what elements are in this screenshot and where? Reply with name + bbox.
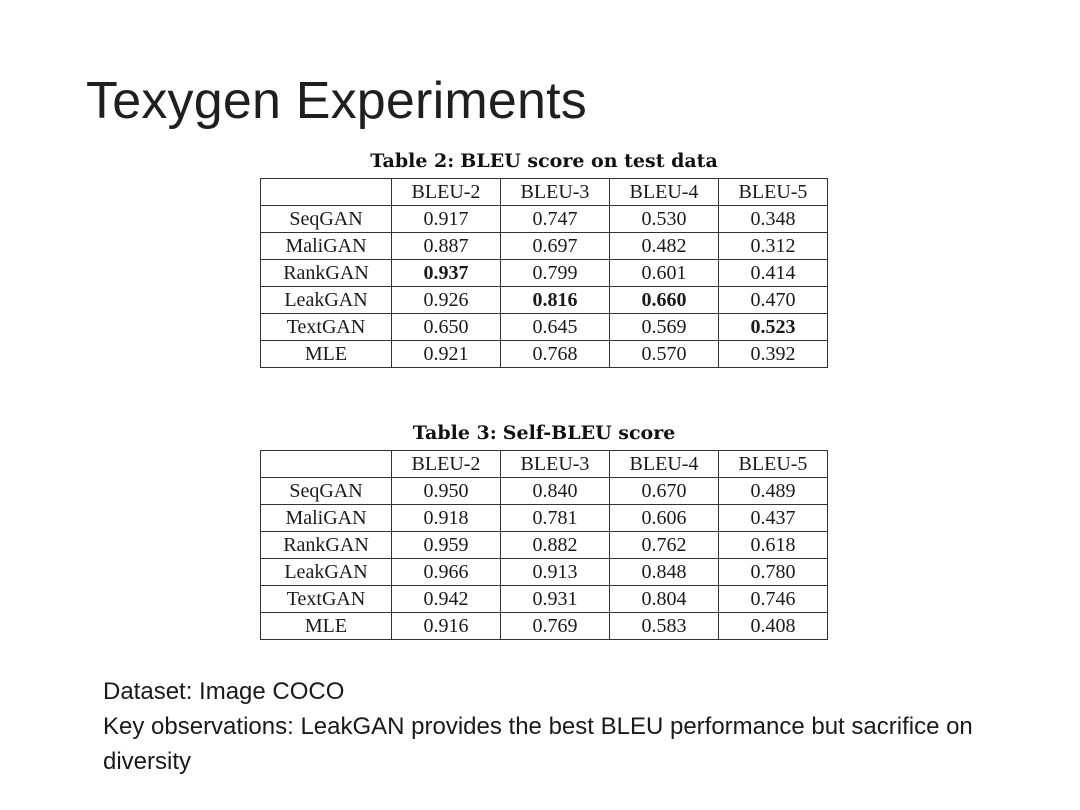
model-name-cell: MLE bbox=[260, 340, 392, 368]
score-cell: 0.747 bbox=[500, 205, 610, 233]
score-cell: 0.840 bbox=[500, 477, 610, 505]
score-cell: 0.312 bbox=[718, 232, 828, 260]
score-cell: 0.348 bbox=[718, 205, 828, 233]
table-caption-text: Self-BLEU score bbox=[502, 422, 676, 444]
column-header bbox=[260, 178, 392, 206]
score-cell: 0.781 bbox=[500, 504, 610, 532]
table-row: TextGAN 0.942 0.931 0.804 0.746 bbox=[260, 585, 828, 613]
score-cell: 0.918 bbox=[391, 504, 501, 532]
score-cell: 0.570 bbox=[609, 340, 719, 368]
column-header: BLEU-4 bbox=[609, 450, 719, 478]
column-header: BLEU-3 bbox=[500, 178, 610, 206]
score-cell: 0.942 bbox=[391, 585, 501, 613]
score-cell: 0.966 bbox=[391, 558, 501, 586]
column-header: BLEU-2 bbox=[391, 178, 501, 206]
score-cell: 0.816 bbox=[500, 286, 610, 314]
table-row: SeqGAN 0.950 0.840 0.670 0.489 bbox=[260, 477, 828, 505]
model-name-cell: LeakGAN bbox=[260, 286, 392, 314]
score-cell: 0.916 bbox=[391, 612, 501, 640]
slide-title: Texygen Experiments bbox=[86, 72, 587, 130]
column-header: BLEU-4 bbox=[609, 178, 719, 206]
bleu-score-table: BLEU-2 BLEU-3 BLEU-4 BLEU-5 SeqGAN 0.917 0… bbox=[260, 178, 828, 368]
score-cell: 0.921 bbox=[391, 340, 501, 368]
score-cell: 0.645 bbox=[500, 313, 610, 341]
column-header bbox=[260, 450, 392, 478]
score-cell: 0.408 bbox=[718, 612, 828, 640]
table-row: LeakGAN 0.926 0.816 0.660 0.470 bbox=[260, 286, 828, 314]
score-cell: 0.482 bbox=[609, 232, 719, 260]
model-name-cell: RankGAN bbox=[260, 259, 392, 287]
score-cell: 0.746 bbox=[718, 585, 828, 613]
bleu-table-block: Table 2: BLEU score on test data BLEU-2 B… bbox=[260, 148, 828, 368]
score-cell: 0.470 bbox=[718, 286, 828, 314]
model-name-cell: MLE bbox=[260, 612, 392, 640]
score-cell: 0.913 bbox=[500, 558, 610, 586]
score-cell: 0.489 bbox=[718, 477, 828, 505]
table-row: RankGAN 0.959 0.882 0.762 0.618 bbox=[260, 531, 828, 559]
table-row: SeqGAN 0.917 0.747 0.530 0.348 bbox=[260, 205, 828, 233]
score-cell: 0.601 bbox=[609, 259, 719, 287]
column-header: BLEU-3 bbox=[500, 450, 610, 478]
score-cell: 0.804 bbox=[609, 585, 719, 613]
score-cell: 0.606 bbox=[609, 504, 719, 532]
score-cell: 0.660 bbox=[609, 286, 719, 314]
score-cell: 0.569 bbox=[609, 313, 719, 341]
model-name-cell: SeqGAN bbox=[260, 477, 392, 505]
score-cell: 0.848 bbox=[609, 558, 719, 586]
score-cell: 0.583 bbox=[609, 612, 719, 640]
table-row: TextGAN 0.650 0.645 0.569 0.523 bbox=[260, 313, 828, 341]
score-cell: 0.670 bbox=[609, 477, 719, 505]
model-name-cell: TextGAN bbox=[260, 585, 392, 613]
score-cell: 0.768 bbox=[500, 340, 610, 368]
score-cell: 0.959 bbox=[391, 531, 501, 559]
table-row: MLE 0.916 0.769 0.583 0.408 bbox=[260, 612, 828, 640]
score-cell: 0.926 bbox=[391, 286, 501, 314]
score-cell: 0.437 bbox=[718, 504, 828, 532]
score-cell: 0.769 bbox=[500, 612, 610, 640]
model-name-cell: LeakGAN bbox=[260, 558, 392, 586]
model-name-cell: MaliGAN bbox=[260, 232, 392, 260]
table-caption-label: Table 3: bbox=[412, 422, 497, 444]
score-cell: 0.882 bbox=[500, 531, 610, 559]
model-name-cell: TextGAN bbox=[260, 313, 392, 341]
model-name-cell: MaliGAN bbox=[260, 504, 392, 532]
table-row: MaliGAN 0.918 0.781 0.606 0.437 bbox=[260, 504, 828, 532]
score-cell: 0.937 bbox=[391, 259, 501, 287]
notes: Dataset: Image COCO Key observations: Le… bbox=[103, 674, 983, 779]
table-caption-label: Table 2: bbox=[370, 150, 455, 172]
model-name-cell: SeqGAN bbox=[260, 205, 392, 233]
table-caption-text: BLEU score on test data bbox=[460, 150, 718, 172]
table-row: MaliGAN 0.887 0.697 0.482 0.312 bbox=[260, 232, 828, 260]
score-cell: 0.650 bbox=[391, 313, 501, 341]
dataset-note: Dataset: Image COCO bbox=[103, 678, 345, 705]
score-cell: 0.931 bbox=[500, 585, 610, 613]
table-header-row: BLEU-2 BLEU-3 BLEU-4 BLEU-5 bbox=[260, 450, 828, 478]
column-header: BLEU-5 bbox=[718, 178, 828, 206]
score-cell: 0.697 bbox=[500, 232, 610, 260]
table-header-row: BLEU-2 BLEU-3 BLEU-4 BLEU-5 bbox=[260, 178, 828, 206]
observations-note: Key observations: LeakGAN provides the b… bbox=[103, 713, 973, 775]
score-cell: 0.414 bbox=[718, 259, 828, 287]
table-row: LeakGAN 0.966 0.913 0.848 0.780 bbox=[260, 558, 828, 586]
score-cell: 0.530 bbox=[609, 205, 719, 233]
self-bleu-score-table: BLEU-2 BLEU-3 BLEU-4 BLEU-5 SeqGAN 0.950 0… bbox=[260, 450, 828, 640]
score-cell: 0.917 bbox=[391, 205, 501, 233]
column-header: BLEU-5 bbox=[718, 450, 828, 478]
table-caption: Table 3: Self-BLEU score bbox=[260, 420, 828, 450]
model-name-cell: RankGAN bbox=[260, 531, 392, 559]
score-cell: 0.780 bbox=[718, 558, 828, 586]
column-header: BLEU-2 bbox=[391, 450, 501, 478]
score-cell: 0.762 bbox=[609, 531, 719, 559]
score-cell: 0.887 bbox=[391, 232, 501, 260]
score-cell: 0.523 bbox=[718, 313, 828, 341]
table-row: RankGAN 0.937 0.799 0.601 0.414 bbox=[260, 259, 828, 287]
score-cell: 0.950 bbox=[391, 477, 501, 505]
self-bleu-table-block: Table 3: Self-BLEU score BLEU-2 BLEU-3 BL… bbox=[260, 420, 828, 640]
score-cell: 0.618 bbox=[718, 531, 828, 559]
score-cell: 0.392 bbox=[718, 340, 828, 368]
score-cell: 0.799 bbox=[500, 259, 610, 287]
table-row: MLE 0.921 0.768 0.570 0.392 bbox=[260, 340, 828, 368]
table-caption: Table 2: BLEU score on test data bbox=[260, 148, 828, 178]
